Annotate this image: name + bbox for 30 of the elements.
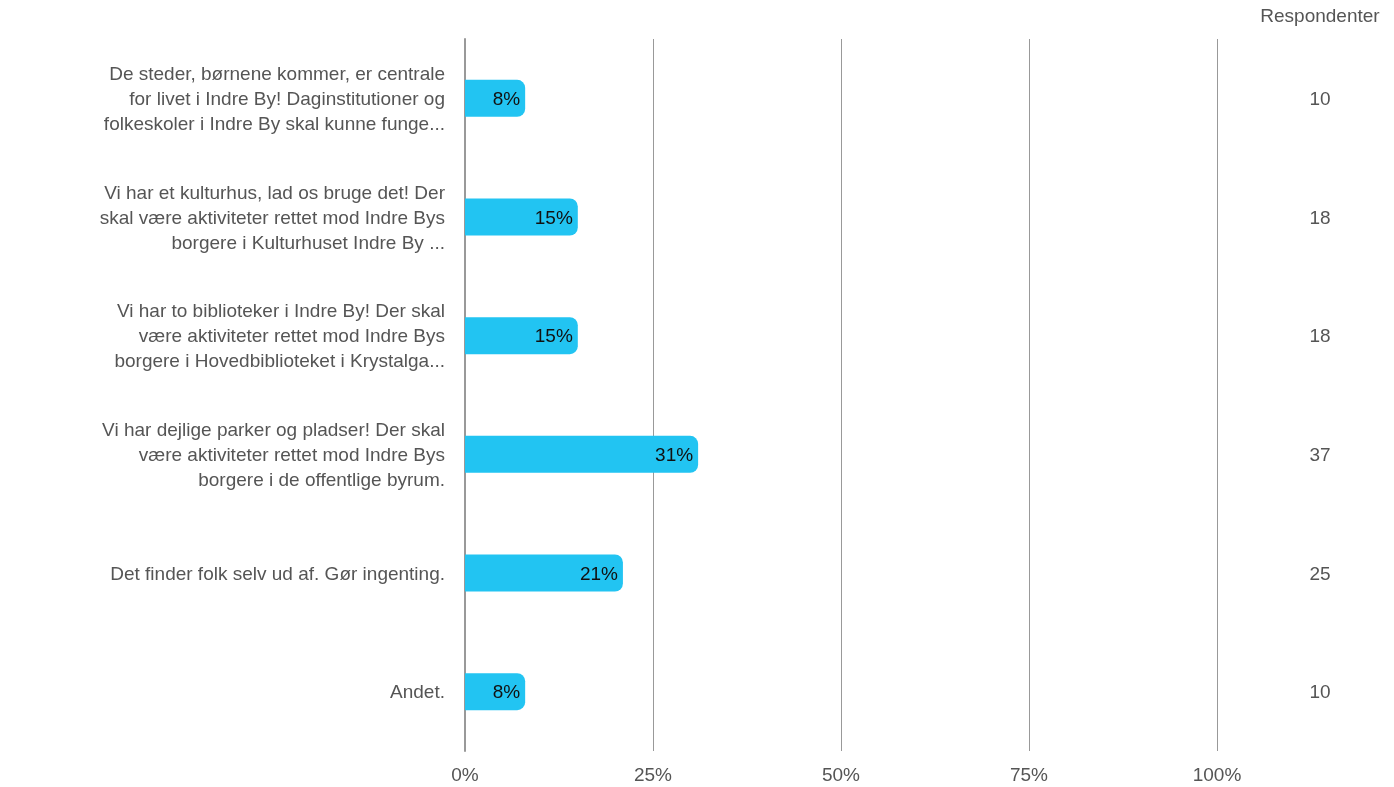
bar <box>465 435 699 473</box>
y2-tick-label: 18 <box>1309 206 1331 228</box>
bar <box>465 198 578 236</box>
data-label: 21% <box>579 562 619 584</box>
bar <box>465 79 526 117</box>
y2-tick-label: 25 <box>1309 562 1331 584</box>
bar <box>465 554 623 592</box>
bar <box>465 673 526 711</box>
y-tick-label: Andet. <box>390 681 445 703</box>
data-label: 15% <box>534 325 573 347</box>
x-tick-label: 50% <box>821 764 861 785</box>
y2-axis-title: Respondenter <box>1260 5 1381 26</box>
data-label: 8% <box>492 681 521 703</box>
y-tick-label: Vi har to biblioteker i Indre By! Der skal være aktiviteter rettet mod Indre Bys borgere i Hovedbiblioteket i Krystalga... <box>114 300 445 372</box>
y2-tick-label: 37 <box>1309 443 1331 465</box>
x-tick-label: 100% <box>1192 764 1242 785</box>
y2-tick-label: 18 <box>1309 325 1331 347</box>
y-tick-label: Vi har dejlige parker og pladser! Der skal være aktiviteter rettet mod Indre Bys borgere i de offentlige byrum. <box>102 418 445 490</box>
y2-tick-label: 10 <box>1309 87 1331 109</box>
bar <box>465 317 578 355</box>
data-label: 31% <box>655 443 694 465</box>
x-tick-label: 25% <box>633 764 673 785</box>
data-label: 8% <box>492 87 521 109</box>
y-tick-label: De steder, børnene kommer, er centrale for livet i Indre By! Daginstitutioner og folkeskoler i Indre By skal kunne funge... <box>103 62 445 134</box>
x-tick-label: 0% <box>451 764 479 785</box>
y2-tick-label: 10 <box>1309 681 1331 703</box>
y-tick-label: Vi har et kulturhus, lad os bruge det! Der skal være aktiviteter rettet mod Indre Bys borgere i Kulturhuset Indre By ... <box>99 181 446 253</box>
x-tick-label: 75% <box>1009 764 1049 785</box>
y-tick-label: Det finder folk selv ud af. Gør ingenting. <box>110 562 445 584</box>
data-label: 15% <box>534 206 573 228</box>
